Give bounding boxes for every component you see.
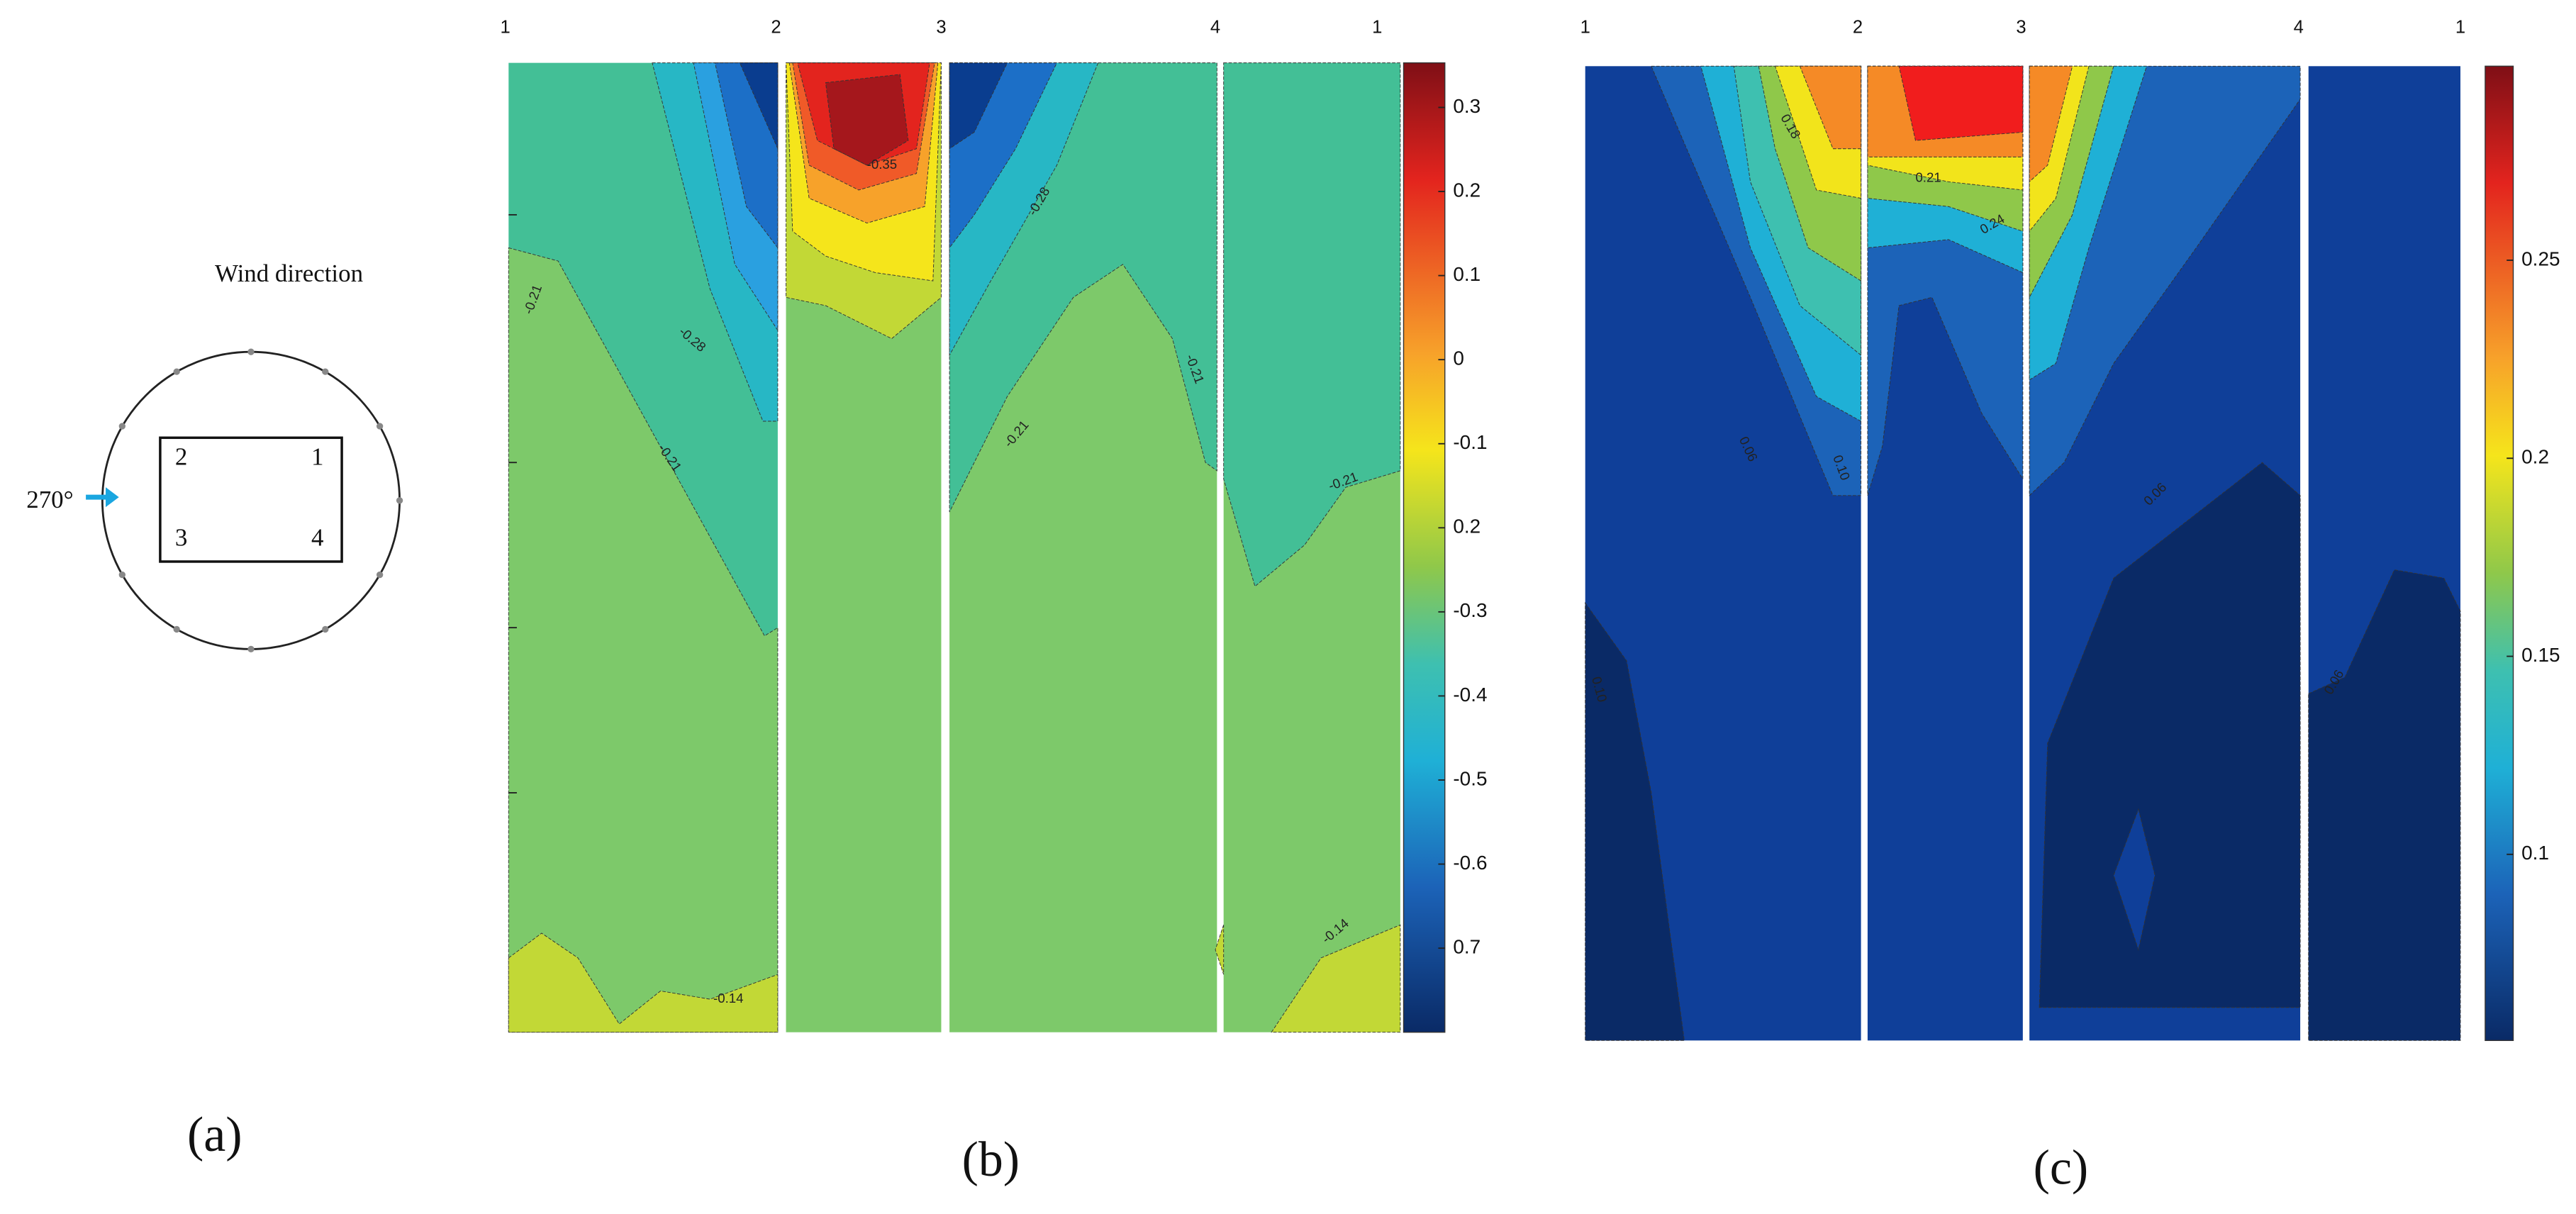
panel-a: Wind direction 2 1 3 4 270° (a) — [26, 260, 403, 1162]
contour-label: -0.14 — [713, 991, 743, 1006]
colorbar-tick-label: -0.1 — [1453, 431, 1487, 453]
side-label: 1 — [1372, 18, 1382, 38]
colorbar-tick-label: 0.15 — [2521, 644, 2560, 666]
contour-label: -0.35 — [867, 157, 897, 172]
colorbar-tick-label: -0.4 — [1453, 684, 1487, 706]
colorbar — [1403, 62, 1446, 1033]
colorbar-tick-label: -0.3 — [1453, 599, 1487, 621]
side-label: 1 — [2455, 18, 2465, 38]
contour-label: 0.21 — [1915, 170, 1941, 185]
side-label: 2 — [1853, 18, 1863, 38]
colorbar-tick-label: 0.1 — [1453, 263, 1481, 285]
side-label: 3 — [2016, 18, 2026, 38]
building — [159, 436, 343, 563]
side-label: 1 — [1580, 18, 1590, 38]
wind-arrow — [86, 487, 119, 508]
axis-ticks — [508, 213, 517, 793]
colorbar — [2485, 65, 2514, 1042]
wind-angle: 270° — [26, 486, 73, 513]
contour-field — [508, 62, 1401, 1033]
colorbar-tick-label: 0.1 — [2521, 842, 2549, 864]
colorbar-tick-label: 0 — [1453, 347, 1464, 369]
colorbar-tick-label: 0.25 — [2521, 247, 2560, 269]
corner-label: 3 — [175, 524, 187, 552]
colorbar-tick-label: 0.3 — [1453, 95, 1481, 117]
panel-label: (b) — [962, 1132, 1020, 1187]
colorbar-tick-label: 0.2 — [2521, 446, 2549, 468]
circle-dots — [118, 348, 403, 653]
panel-b: 1 2 3 4 1 -0.21 -0.21 -0.28 -0.14 -0.35 … — [501, 18, 1446, 1187]
wind-title: Wind direction — [215, 260, 363, 287]
side-label: 1 — [501, 18, 511, 38]
colorbar-tick-label: -0.5 — [1453, 767, 1487, 789]
colorbar-tick-label: 0.2 — [1453, 516, 1481, 538]
wind-circle — [101, 350, 401, 650]
colorbar-tick-label: 0.7 — [1453, 935, 1481, 957]
panel-label: (c) — [2034, 1141, 2089, 1196]
colorbar-tick-label: 0.2 — [1453, 179, 1481, 201]
side-label: 4 — [1210, 18, 1220, 38]
side-label: 3 — [936, 18, 946, 38]
side-label: 2 — [771, 18, 781, 38]
corner-label: 2 — [175, 443, 187, 471]
panel-label: (a) — [187, 1108, 242, 1162]
side-label: 4 — [2294, 18, 2304, 38]
panel-c: 1 2 3 4 1 0.06 0.10 0.06 0.06 0.10 0.21 … — [1580, 18, 2514, 1196]
contour-field — [1585, 65, 2461, 1041]
corner-label: 1 — [311, 443, 323, 471]
corner-label: 4 — [311, 524, 323, 552]
colorbar-tick-label: -0.6 — [1453, 852, 1487, 874]
